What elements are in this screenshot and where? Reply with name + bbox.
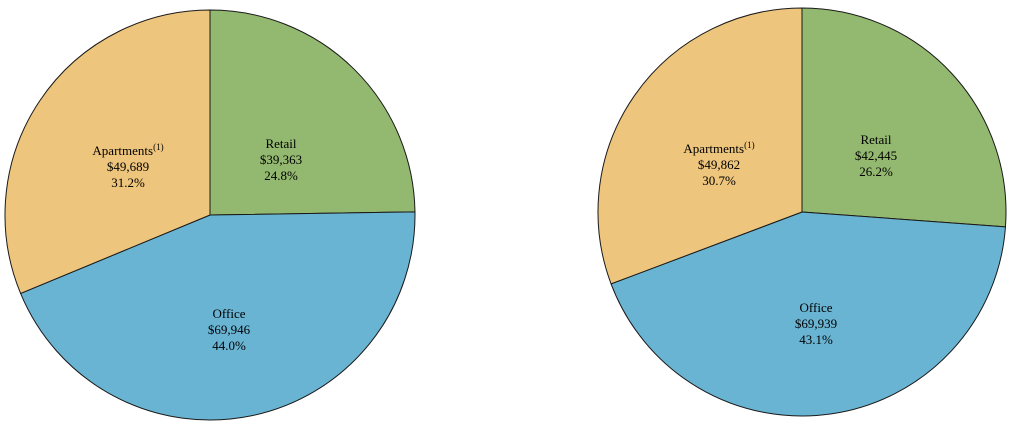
slice-value-retail: $39,363 [260,152,302,167]
slice-name: Office [800,300,833,315]
slice-percent-apartments: 31.2% [111,175,145,190]
slice-percent-office: 44.0% [212,338,246,353]
slice-percent-retail: 24.8% [264,168,298,183]
slice-footnote: (1) [744,140,755,150]
slice-name: Apartments [683,141,744,156]
slice-value-office: $69,939 [795,316,837,331]
slice-label-retail: Retail [265,136,296,151]
slice-name: Office [213,306,246,321]
slice-label-retail: Retail [860,132,891,147]
slice-value-apartments: $49,689 [107,159,149,174]
slice-label-apartments: Apartments(1) [683,140,754,156]
slice-value-apartments: $49,862 [698,157,740,172]
slice-value-office: $69,946 [208,322,251,337]
slice-name: Retail [265,136,296,151]
slice-percent-retail: 26.2% [859,164,893,179]
pie-slice-office [610,211,1006,417]
slice-label-office: Office [800,300,833,315]
slice-name: Apartments [92,143,153,158]
slice-name: Retail [860,132,891,147]
pie-slice-retail [209,9,416,216]
pie-slice-apartments [4,9,211,295]
pie-slice-retail [801,7,1007,228]
pie-slice-apartments [597,7,803,285]
slice-label-office: Office [213,306,246,321]
slice-percent-office: 43.1% [799,332,833,347]
slice-label-apartments: Apartments(1) [92,142,163,158]
pie-slice-office [19,211,416,421]
slice-percent-apartments: 30.7% [702,173,736,188]
slice-footnote: (1) [153,142,164,152]
slice-value-retail: $42,445 [855,148,897,163]
